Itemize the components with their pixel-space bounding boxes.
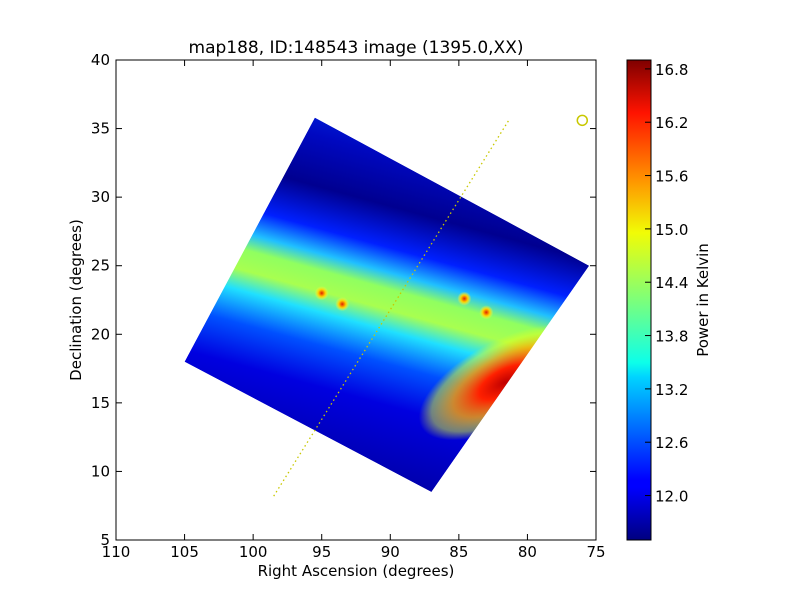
- y-tick-label: 30: [91, 188, 110, 206]
- colorbar-tick-label: 15.0: [655, 221, 688, 239]
- y-tick-label: 5: [100, 531, 110, 549]
- x-tick-label: 90: [381, 543, 400, 561]
- colorbar-tick-label: 16.8: [655, 61, 688, 79]
- y-tick-label: 35: [91, 120, 110, 138]
- colorbar-tick-label: 14.4: [655, 274, 688, 292]
- hot-spot: [314, 286, 329, 301]
- colorbar-tick-label: 12.6: [655, 434, 688, 452]
- x-tick-label: 75: [586, 543, 605, 561]
- chart-title: map188, ID:148543 image (1395.0,XX): [189, 38, 524, 58]
- axes-frame: [115, 59, 597, 541]
- y-tick-label: 25: [91, 257, 110, 275]
- y-tick-label: 15: [91, 394, 110, 412]
- y-tick-label: 20: [91, 325, 110, 343]
- x-tick-label: 105: [170, 543, 199, 561]
- colorbar-tick-label: 15.6: [655, 168, 688, 186]
- colorbar-label: Power in Kelvin: [694, 243, 712, 357]
- x-tick-label: 95: [312, 543, 331, 561]
- colorbar-tick-label: 13.2: [655, 381, 688, 399]
- hot-spot: [479, 305, 494, 320]
- x-tick-label: 100: [239, 543, 268, 561]
- colorbar-tick-label: 16.2: [655, 114, 688, 132]
- source-marker: [576, 114, 589, 127]
- colorbar-tick-label: 12.0: [655, 488, 688, 506]
- y-axis-label: Declination (degrees): [67, 219, 85, 381]
- plot-area: [184, 114, 590, 497]
- y-tick-label: 40: [91, 51, 110, 69]
- hot-spot: [335, 297, 350, 312]
- hot-spot: [457, 291, 472, 306]
- x-tick-label: 85: [449, 543, 468, 561]
- heatmap-base: [184, 117, 590, 492]
- x-axis-label: Right Ascension (degrees): [258, 562, 455, 580]
- x-tick-label: 80: [518, 543, 537, 561]
- y-tick-label: 10: [91, 462, 110, 480]
- heatmap-image: [184, 117, 590, 492]
- colorbar: [626, 59, 652, 541]
- x-tick-label: 110: [102, 543, 131, 561]
- colorbar-tick-label: 13.8: [655, 328, 688, 346]
